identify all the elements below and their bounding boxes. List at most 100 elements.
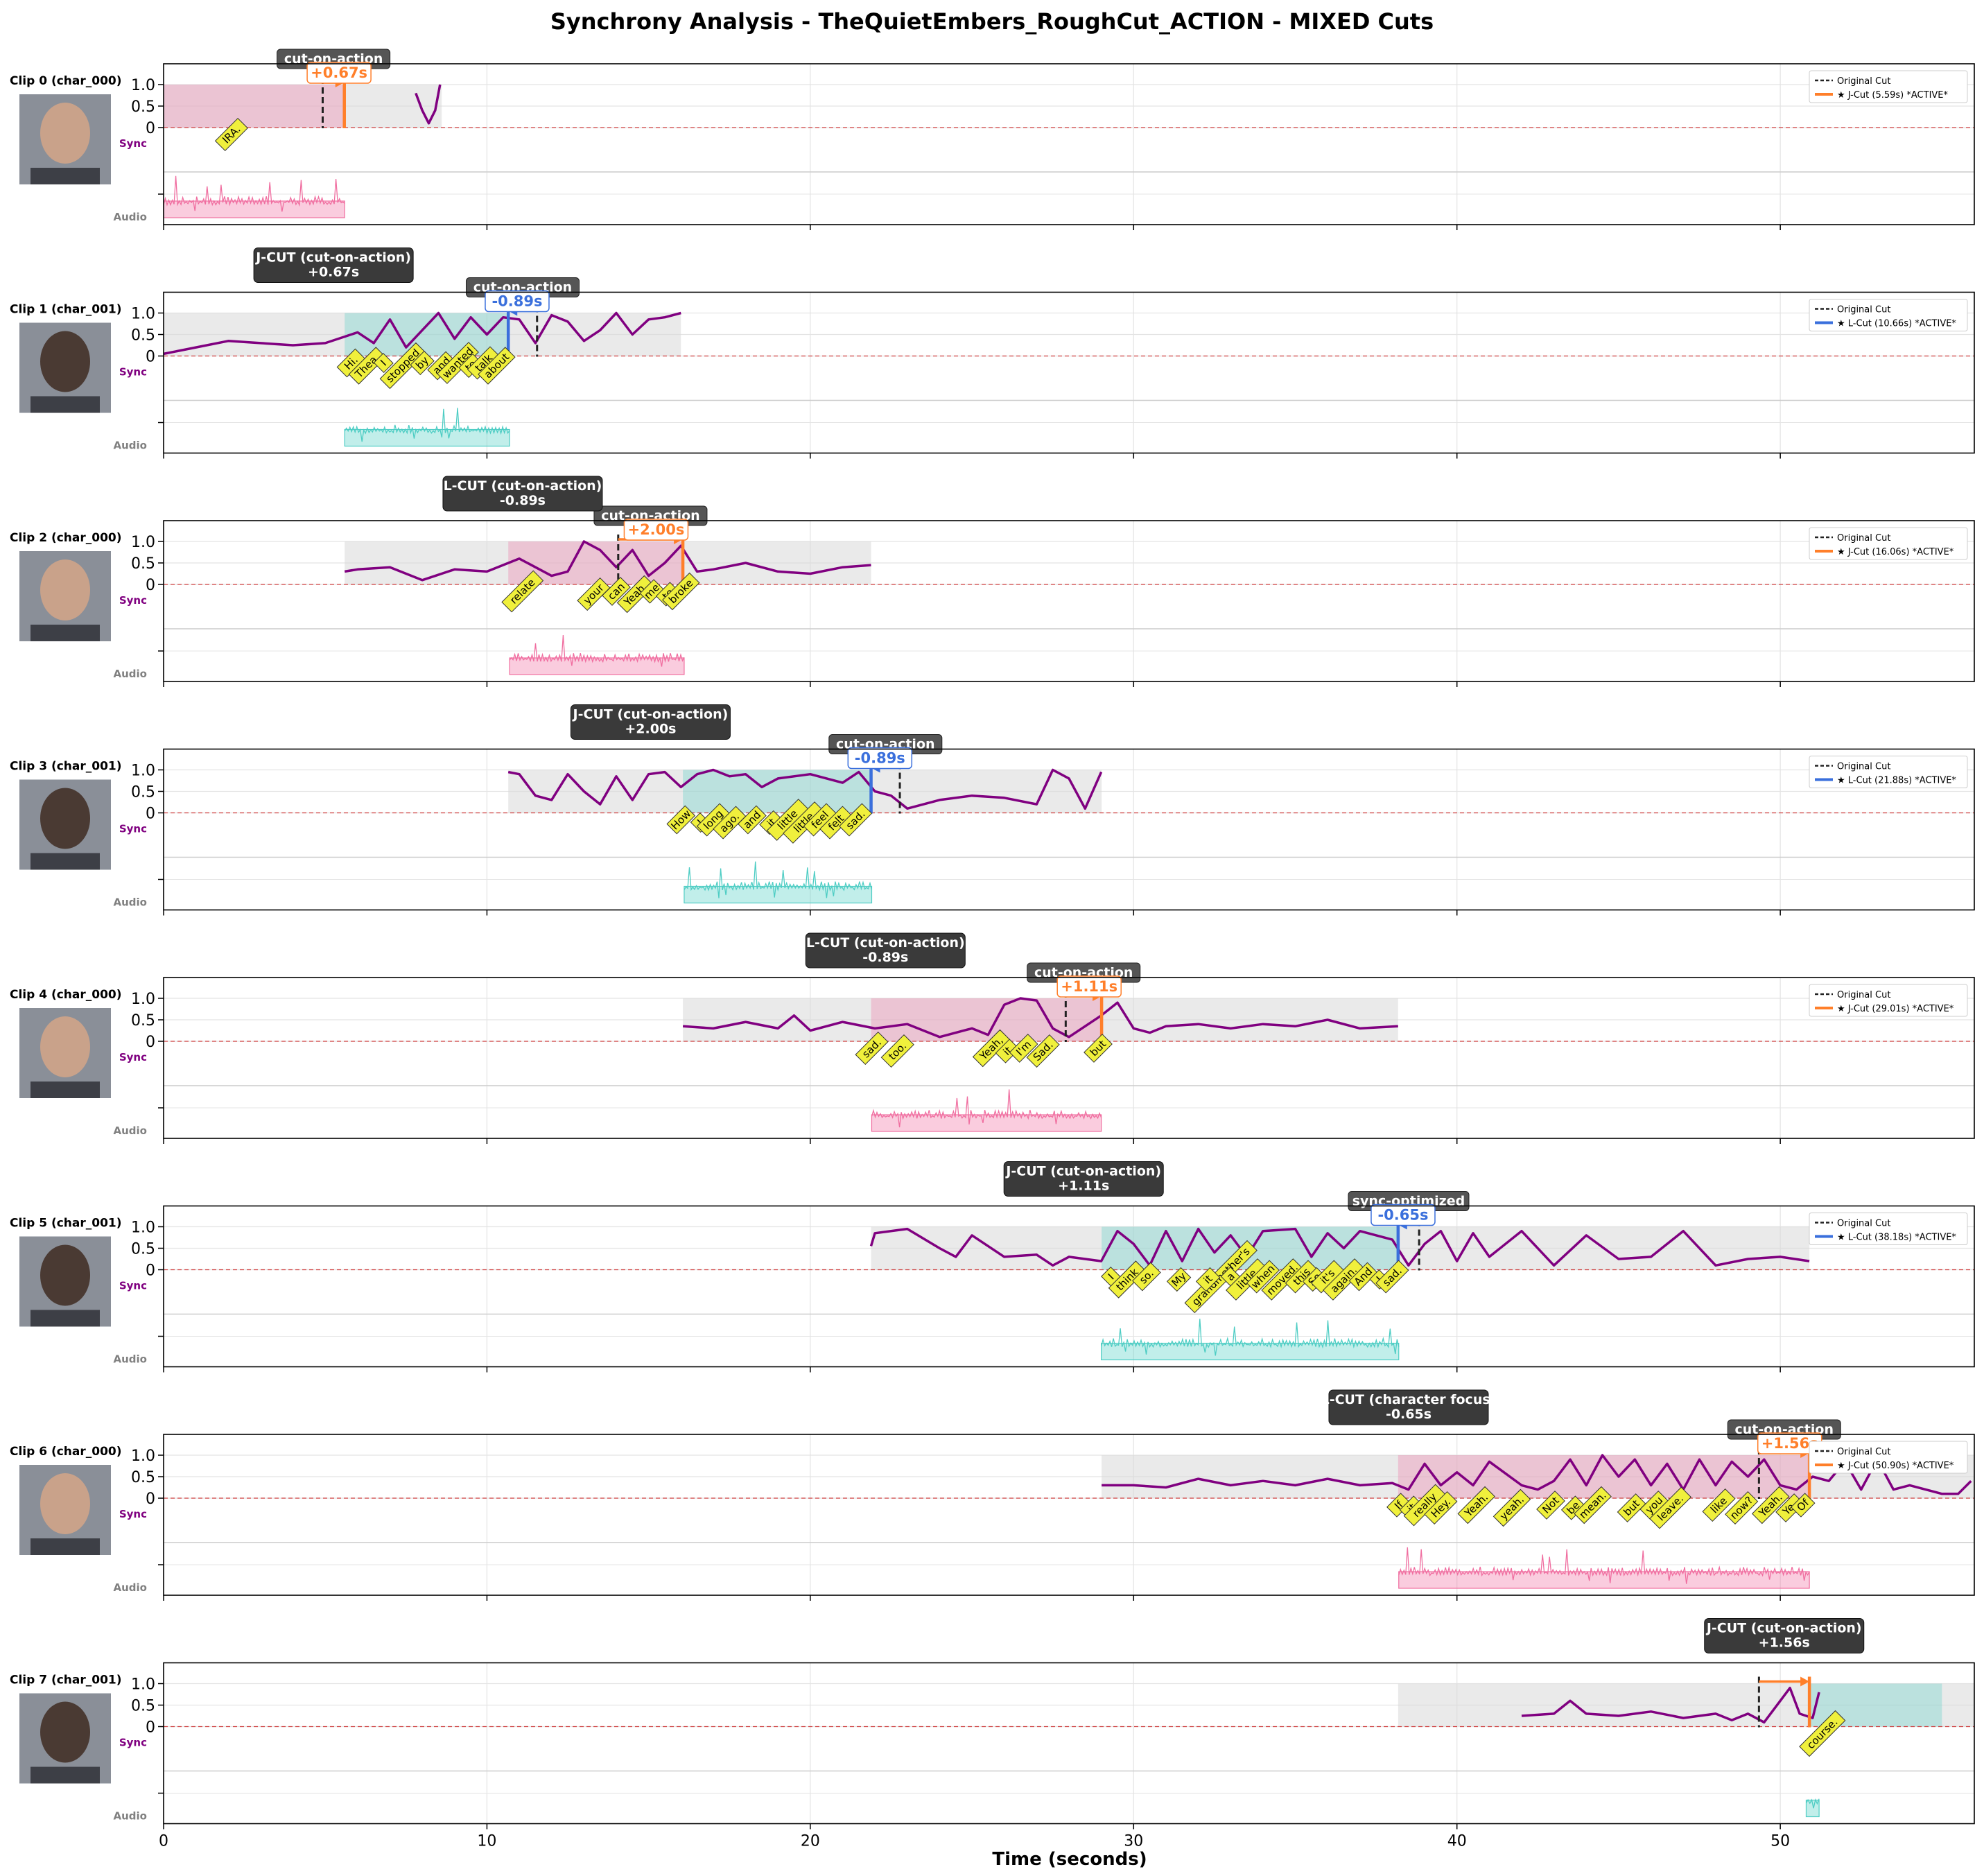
audio-region	[1101, 1342, 1400, 1361]
thumbnail-face	[40, 331, 90, 392]
legend-box	[1809, 299, 1968, 331]
word-box	[1108, 1260, 1147, 1299]
cut-delta-label: -0.89s	[491, 293, 542, 310]
cut-delta-label: +0.67s	[311, 64, 367, 81]
sync-curve	[1521, 1686, 1820, 1724]
word-box	[501, 570, 544, 613]
thumbnail-image	[19, 779, 111, 870]
word-box	[1493, 1488, 1531, 1527]
legend-box	[1809, 984, 1968, 1017]
sync-curve	[869, 1227, 1810, 1267]
sync-row-label: Sync	[119, 594, 147, 607]
transition-label: J-CUT (cut-on-action)	[1004, 1164, 1161, 1179]
audio-row-label: Audio	[114, 668, 147, 680]
cut-delta-badge	[485, 290, 550, 313]
clip-label: Clip 2 (char_000)	[10, 531, 122, 545]
transition-label: +0.67s	[308, 265, 359, 280]
y-tick-label: 0.5	[131, 784, 155, 801]
word-box	[880, 1034, 914, 1068]
word-marker: it	[995, 1039, 1020, 1063]
speech-highlight-band	[683, 770, 871, 813]
cut-delta-badge	[623, 519, 689, 541]
legend-cut-label: ★ L-Cut (10.66s) *ACTIVE*	[1837, 319, 1956, 329]
legend-original-label: Original Cut	[1837, 305, 1890, 315]
sync-curve	[344, 540, 871, 582]
audio-row-label: Audio	[114, 1581, 147, 1594]
clip-label: Clip 4 (char_000)	[10, 988, 122, 1002]
word-box	[662, 572, 700, 611]
word-box	[1702, 1488, 1736, 1522]
clip-span-band	[164, 85, 442, 128]
x-tick-label: 0	[159, 1833, 168, 1850]
clip-label: Clip 7 (char_001)	[10, 1674, 122, 1687]
word-box	[995, 1039, 1020, 1063]
y-tick-label: 0	[146, 1034, 155, 1051]
word-box	[1323, 1258, 1365, 1301]
x-tick-label: 30	[1124, 1833, 1143, 1850]
thumbnail-image	[19, 322, 111, 413]
cut-delta-badge	[1056, 975, 1122, 998]
transition-badge	[1328, 1389, 1489, 1425]
x-tick-label: 40	[1447, 1833, 1467, 1850]
plot-area	[164, 64, 1974, 225]
word-box	[348, 347, 387, 385]
y-tick-label: 1.0	[131, 534, 155, 551]
plot-frame	[163, 748, 1975, 911]
transition-badge	[253, 247, 414, 283]
word-box	[214, 117, 248, 152]
word-box	[1424, 1491, 1458, 1525]
legend-original-label: Original Cut	[1837, 1447, 1890, 1457]
word-box	[1132, 1262, 1161, 1292]
sync-row-label: Sync	[119, 1737, 147, 1749]
sync-row-label: Sync	[119, 1508, 147, 1520]
word-box	[1649, 1486, 1692, 1529]
word-box	[577, 577, 611, 611]
transition-label: L-CUT (character focus)	[1321, 1392, 1497, 1407]
audio-waveform	[1398, 1547, 1810, 1584]
clip-panel-1: Clip 1 (char_001)SyncAudiocut-on-action-…	[10, 247, 1975, 459]
x-tick-label: 20	[801, 1833, 820, 1850]
word-box	[1574, 1486, 1612, 1525]
word-box	[1026, 1034, 1060, 1068]
y-tick-label: 0.5	[131, 555, 155, 573]
thumbnail-face	[40, 788, 90, 849]
thumbnail-body	[31, 1766, 100, 1784]
transition-label: J-CUT (cut-on-action)	[254, 250, 411, 266]
thumbnail-face	[40, 1701, 90, 1763]
thumbnail-face	[40, 1244, 90, 1306]
legend-box	[1809, 756, 1968, 788]
plot-frame	[163, 520, 1975, 682]
transition-badge	[442, 476, 603, 512]
legend-original-label: Original Cut	[1837, 762, 1890, 772]
audio-waveform	[344, 408, 510, 442]
y-tick-label: 1.0	[131, 1676, 155, 1694]
transition-badge	[1704, 1618, 1865, 1653]
word-box	[1166, 1267, 1192, 1292]
plot-frame	[163, 291, 1975, 454]
word-box	[1725, 1491, 1759, 1525]
word-box	[855, 1031, 889, 1066]
sync-row-label: Sync	[119, 137, 147, 150]
y-tick-label: 0.5	[131, 327, 155, 345]
word-box	[1751, 1486, 1790, 1525]
y-tick-label: 0	[146, 1491, 155, 1508]
thumbnail-body	[31, 1082, 100, 1098]
thumbnail-image	[19, 94, 111, 184]
y-tick-label: 0.5	[131, 1012, 155, 1030]
y-tick-label: 0.5	[131, 1469, 155, 1486]
chart-title: Synchrony Analysis - TheQuietEmbers_Roug…	[550, 8, 1434, 35]
speech-highlight-band	[164, 85, 345, 128]
clip-label: Clip 0 (char_000)	[10, 74, 122, 88]
audio-row-label: Audio	[114, 1353, 147, 1366]
cut-delta-badge	[306, 62, 372, 84]
word-box	[478, 347, 516, 385]
cut-delta-label: -0.89s	[855, 750, 905, 767]
sync-curve	[163, 311, 681, 356]
thumbnail-image	[19, 551, 111, 641]
thumbnail-image	[19, 1236, 111, 1327]
thumbnail-image	[19, 1465, 111, 1555]
clip-label: Clip 5 (char_001)	[10, 1217, 122, 1231]
thumbnail-face	[40, 103, 90, 164]
clip-panel-3: Clip 3 (char_001)SyncAudiocut-on-action-…	[10, 704, 1975, 916]
word-box	[1195, 1267, 1221, 1292]
